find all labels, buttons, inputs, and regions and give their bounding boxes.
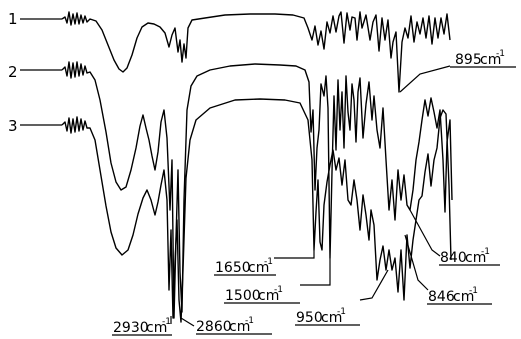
annotation-2860-exp: -1	[245, 316, 254, 326]
annotation-895-unit: cm	[480, 52, 501, 68]
series-label-1: 1	[8, 10, 18, 28]
annotation-846-exp: -1	[469, 286, 478, 296]
annotation-2930-unit: cm	[146, 320, 167, 336]
leader-846	[404, 234, 429, 291]
annotation-840-unit: cm	[465, 250, 486, 266]
series-2-trace	[61, 61, 453, 319]
series-3-trace	[61, 98, 452, 323]
annotation-2930-value: 2930	[113, 320, 149, 336]
annotation-950-value: 950	[296, 310, 323, 326]
leader-2860	[180, 317, 195, 327]
leader-950	[359, 269, 389, 301]
annotation-1650-exp: -1	[264, 257, 273, 267]
leader-895	[399, 65, 451, 93]
annotation-2860-unit: cm	[229, 319, 250, 335]
annotation-840-exp: -1	[481, 247, 490, 257]
annotation-1650-value: 1650	[215, 260, 251, 276]
annotation-950-exp: -1	[337, 307, 346, 317]
leader-840	[409, 209, 441, 257]
annotation-846-unit: cm	[453, 289, 474, 305]
annotation-2860-value: 2860	[196, 319, 232, 335]
series-1-trace	[61, 11, 451, 93]
series-label-2: 2	[8, 63, 18, 81]
annotation-950-unit: cm	[321, 310, 342, 326]
annotation-895-exp: -1	[496, 49, 505, 59]
annotation-1500-exp: -1	[274, 285, 283, 295]
annotation-1500-unit: cm	[258, 288, 279, 304]
leader-1650	[274, 250, 315, 259]
annotation-846-value: 846	[428, 289, 455, 305]
series-label-3: 3	[8, 117, 18, 135]
leader-1500	[300, 258, 331, 286]
annotation-2930-exp: -1	[162, 317, 171, 327]
annotation-895-value: 895	[455, 52, 482, 68]
annotation-1500-value: 1500	[225, 288, 261, 304]
annotation-840-value: 840	[440, 250, 467, 266]
annotation-1650-unit: cm	[248, 260, 269, 276]
